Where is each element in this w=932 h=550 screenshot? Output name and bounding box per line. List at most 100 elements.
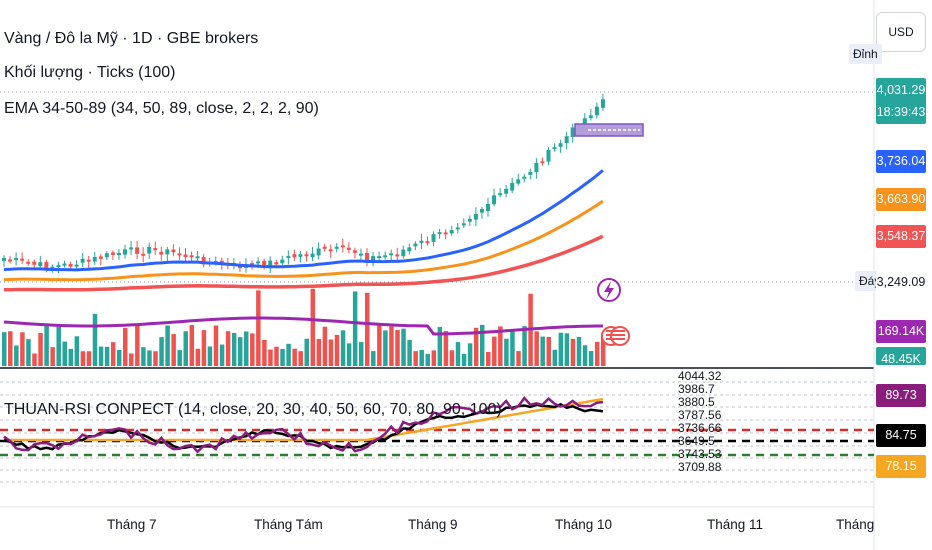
rsi-indicator-label[interactable]: THUAN-RSI CONPECT (14, close, 20, 30, 40… <box>4 401 502 418</box>
volume-bar <box>334 334 340 366</box>
volume-bar <box>50 347 55 366</box>
candle-body <box>8 259 13 262</box>
x-label-nov: Tháng 11 <box>707 517 764 532</box>
candle-body <box>377 256 382 259</box>
volume-indicator-label[interactable]: Khối lượng · Ticks (100) <box>4 64 176 81</box>
candle-body <box>594 106 599 116</box>
rsi-orange-value: 78.15 <box>876 455 926 478</box>
ema50-line <box>3 199 604 282</box>
candle-body <box>516 179 521 184</box>
volume-bar <box>564 333 570 366</box>
ema-indicator-label[interactable]: EMA 34-50-89 (34, 50, 89, close, 2, 2, 2… <box>4 100 319 117</box>
volume-bar <box>492 336 497 366</box>
volume-bar <box>262 339 267 366</box>
candle-body <box>177 253 182 256</box>
volume-bar <box>123 327 128 366</box>
volume-bar <box>213 325 219 366</box>
volume-bar <box>86 351 92 366</box>
candle-body <box>262 260 267 268</box>
volume-bar <box>268 349 273 366</box>
volume-bar <box>74 336 80 366</box>
candle-body <box>274 262 279 265</box>
candle-body <box>86 259 91 262</box>
candle-body <box>467 218 472 222</box>
volume-bar <box>274 346 279 366</box>
volume-bar <box>14 345 19 366</box>
volume-bar <box>534 331 539 366</box>
volume-bar <box>467 343 473 366</box>
volume-bar <box>516 351 521 366</box>
candle-body <box>183 254 188 258</box>
ema89-line <box>3 234 604 292</box>
candle-body <box>98 256 103 259</box>
volume-bars <box>2 288 606 366</box>
volume-bar <box>310 288 316 366</box>
candle-body <box>558 143 563 147</box>
volume-bar <box>473 327 479 366</box>
volume-bar <box>98 346 104 366</box>
rsi-axis-value: 3787.56 <box>678 408 722 422</box>
us-flag-event-icon[interactable] <box>601 326 630 346</box>
x-label-sep: Tháng 9 <box>408 517 458 532</box>
volume-bar <box>576 337 582 366</box>
candle-body <box>473 213 478 220</box>
candle-body <box>135 247 140 254</box>
volume-bar <box>201 330 207 366</box>
candle-body <box>534 162 539 173</box>
rsi-axis-value: 3736.66 <box>678 421 722 435</box>
volume-bar <box>443 331 449 366</box>
candle-body <box>552 147 557 150</box>
candle-body <box>401 249 406 257</box>
volume-bar <box>431 350 437 366</box>
candle-body <box>504 188 509 194</box>
volume-ma-label: 169.14K <box>876 320 926 343</box>
volume-bar <box>407 339 412 366</box>
ema89-price-label: 3,548.37 <box>876 225 926 248</box>
rsi-axis-value: 3743.53 <box>678 447 722 461</box>
candle-body <box>116 253 121 256</box>
candle-body <box>389 253 394 256</box>
volume-bar <box>498 326 503 366</box>
candle-body <box>268 260 273 269</box>
symbol-title[interactable]: Vàng / Đô la Mỹ · 1D · GBE brokers <box>4 30 259 47</box>
volume-bar <box>165 325 170 366</box>
candle-body <box>522 176 527 179</box>
candle-body <box>56 265 61 268</box>
volume-bar <box>522 326 527 366</box>
volume-bar <box>171 334 176 366</box>
volume-bar <box>68 348 74 366</box>
candle-body <box>383 255 388 258</box>
candle-body <box>407 247 412 252</box>
volume-bar <box>116 349 122 366</box>
candle-body <box>2 257 6 261</box>
volume-bar <box>328 339 334 366</box>
rsi-axis-value: 3649.5 <box>678 434 715 448</box>
volume-bar <box>110 342 116 366</box>
volume-bar <box>135 324 140 366</box>
volume-bar <box>346 343 352 366</box>
volume-bar <box>340 330 346 366</box>
price-candles <box>2 93 605 274</box>
candle-body <box>38 262 43 267</box>
currency-button[interactable]: USD <box>876 12 926 52</box>
volume-bar <box>365 292 370 366</box>
x-label-oct: Tháng 10 <box>555 517 613 532</box>
volume-bar <box>540 336 545 366</box>
volume-bar <box>395 330 400 366</box>
volume-bar <box>546 336 551 366</box>
candle-body <box>479 208 484 213</box>
volume-bar <box>20 332 25 366</box>
lightning-event-icon[interactable] <box>597 278 621 302</box>
volume-bar <box>455 342 461 366</box>
rsi-axis-value: 3880.5 <box>678 395 715 409</box>
rsi-axis-value: 4044.32 <box>678 369 722 383</box>
volume-bar <box>129 353 134 366</box>
rsi-grid-lines <box>0 381 874 483</box>
volume-bar <box>237 337 243 366</box>
volume-bar <box>219 344 225 366</box>
candle-body <box>104 253 109 258</box>
candle-body <box>129 247 134 250</box>
volume-bar <box>26 339 31 366</box>
candle-body <box>443 232 448 235</box>
